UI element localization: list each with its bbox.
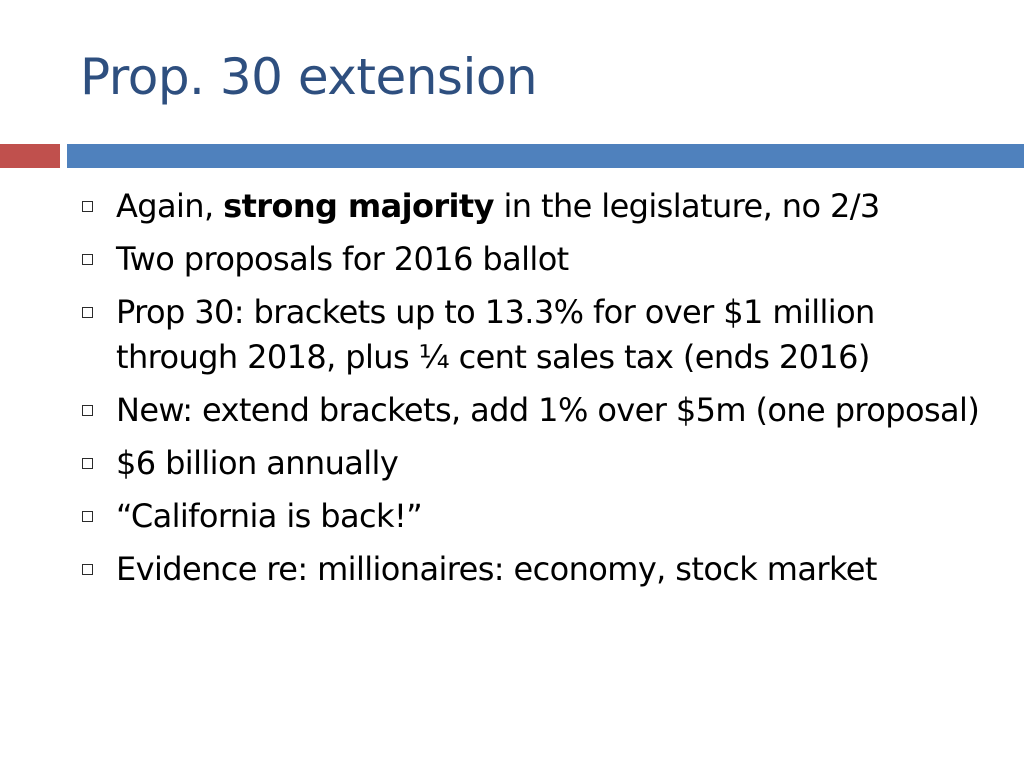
bullet-list: Again, strong majority in the legislatur… [82, 184, 1002, 600]
bullet-item: Prop 30: brackets up to 13.3% for over $… [82, 290, 1002, 380]
square-outline-icon [82, 201, 93, 212]
title-rule-red [0, 144, 60, 168]
square-outline-icon [82, 564, 93, 575]
bullet-item: $6 billion annually [82, 441, 1002, 486]
bullet-item: Again, strong majority in the legislatur… [82, 184, 1002, 229]
bullet-item: Two proposals for 2016 ballot [82, 237, 1002, 282]
square-outline-icon [82, 254, 93, 265]
bullet-text: Prop 30: brackets up to 13.3% for over $… [116, 293, 875, 376]
square-outline-icon [82, 405, 93, 416]
bullet-text: Evidence re: millionaires: economy, stoc… [116, 550, 877, 588]
bullet-text: New: extend brackets, add 1% over $5m (o… [116, 391, 980, 429]
bullet-emphasis: strong majority [223, 187, 494, 225]
bullet-item: New: extend brackets, add 1% over $5m (o… [82, 388, 1002, 433]
bullet-text: $6 billion annually [116, 444, 399, 482]
bullet-text: “California is back!” [116, 497, 423, 535]
bullet-text: Two proposals for 2016 ballot [116, 240, 569, 278]
square-outline-icon [82, 307, 93, 318]
square-outline-icon [82, 511, 93, 522]
slide-title: Prop. 30 extension [80, 48, 538, 106]
bullet-item: “California is back!” [82, 494, 1002, 539]
bullet-text: in the legislature, no 2/3 [493, 187, 880, 225]
title-rule-blue [67, 144, 1024, 168]
square-outline-icon [82, 458, 93, 469]
bullet-text: Again, [116, 187, 224, 225]
bullet-item: Evidence re: millionaires: economy, stoc… [82, 547, 1002, 592]
